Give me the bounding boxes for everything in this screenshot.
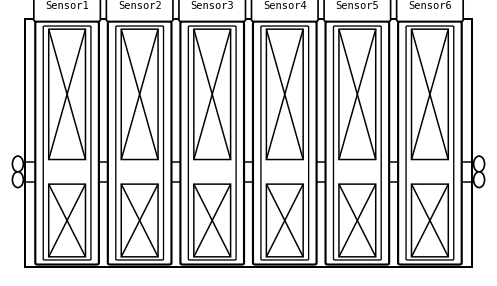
FancyBboxPatch shape (397, 0, 463, 21)
Ellipse shape (12, 156, 23, 172)
FancyBboxPatch shape (412, 184, 448, 257)
Text: Sensor5: Sensor5 (335, 1, 379, 11)
FancyBboxPatch shape (412, 29, 448, 160)
FancyBboxPatch shape (398, 21, 462, 265)
FancyBboxPatch shape (251, 0, 318, 21)
FancyBboxPatch shape (406, 26, 454, 260)
FancyBboxPatch shape (121, 184, 158, 257)
Text: Sensor6: Sensor6 (408, 1, 452, 11)
FancyBboxPatch shape (179, 0, 246, 21)
FancyBboxPatch shape (339, 29, 376, 160)
FancyBboxPatch shape (266, 184, 303, 257)
FancyBboxPatch shape (34, 0, 100, 21)
Ellipse shape (474, 172, 485, 188)
FancyBboxPatch shape (188, 26, 236, 260)
FancyBboxPatch shape (108, 21, 171, 265)
FancyBboxPatch shape (121, 29, 158, 160)
Ellipse shape (12, 172, 23, 188)
FancyBboxPatch shape (49, 29, 85, 160)
Text: Sensor1: Sensor1 (45, 1, 89, 11)
Bar (25, 19, 472, 267)
FancyBboxPatch shape (116, 26, 164, 260)
FancyBboxPatch shape (43, 26, 91, 260)
FancyBboxPatch shape (324, 0, 391, 21)
Text: Sensor3: Sensor3 (190, 1, 234, 11)
FancyBboxPatch shape (35, 21, 99, 265)
FancyBboxPatch shape (339, 184, 376, 257)
FancyBboxPatch shape (194, 29, 231, 160)
FancyBboxPatch shape (261, 26, 309, 260)
Text: Sensor2: Sensor2 (118, 1, 162, 11)
FancyBboxPatch shape (106, 0, 173, 21)
FancyBboxPatch shape (49, 184, 85, 257)
FancyBboxPatch shape (180, 21, 244, 265)
FancyBboxPatch shape (253, 21, 317, 265)
FancyBboxPatch shape (333, 26, 381, 260)
FancyBboxPatch shape (326, 21, 389, 265)
FancyBboxPatch shape (266, 29, 303, 160)
FancyBboxPatch shape (194, 184, 231, 257)
Text: Sensor4: Sensor4 (263, 1, 307, 11)
Ellipse shape (474, 156, 485, 172)
